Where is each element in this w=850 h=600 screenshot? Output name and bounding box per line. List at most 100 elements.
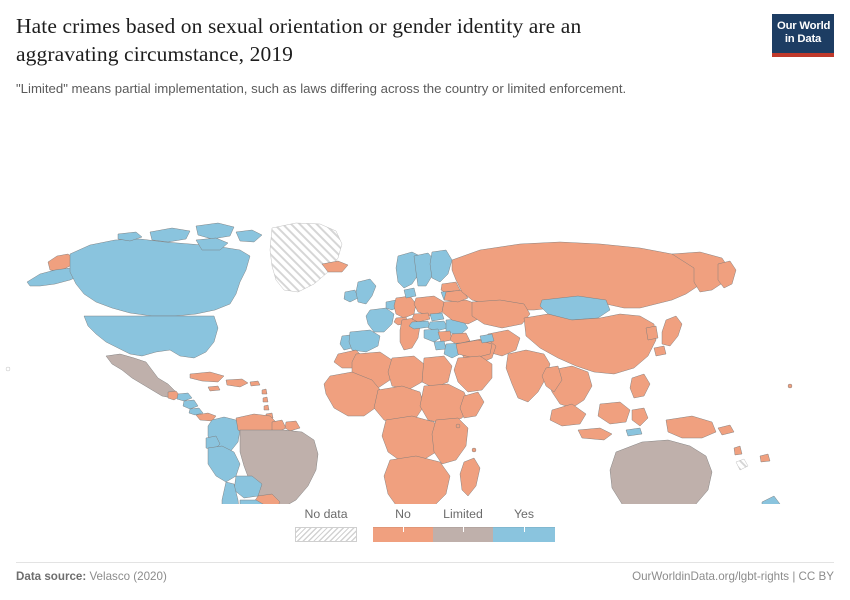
country-hungary[interactable] <box>427 320 449 332</box>
country-myanmar[interactable] <box>541 365 563 393</box>
country-portugal[interactable] <box>339 334 353 351</box>
country-nicaragua[interactable] <box>182 399 199 410</box>
country-canada-arctic-1[interactable] <box>149 227 191 243</box>
legend-tick-no <box>403 527 404 532</box>
country-iceland[interactable] <box>321 260 349 273</box>
country-papua-new-guinea[interactable] <box>665 415 717 439</box>
country-serbia[interactable] <box>437 330 453 343</box>
chart-subtitle: "Limited" means partial implementation, … <box>16 80 627 96</box>
country-west-africa[interactable] <box>323 371 383 417</box>
country-sumatra[interactable] <box>549 403 587 427</box>
country-sudan-horn[interactable] <box>419 383 471 425</box>
legend-tick-limited <box>463 527 464 532</box>
country-argentina[interactable] <box>236 499 274 504</box>
country-austria[interactable] <box>408 320 431 330</box>
country-sulawesi[interactable] <box>631 407 649 427</box>
country-hispaniola[interactable] <box>225 378 249 388</box>
footer-source-label: Data source: <box>16 570 87 583</box>
country-australia[interactable] <box>609 439 713 504</box>
footer-source: Data source: Velasco (2020) <box>16 570 167 583</box>
country-denmark[interactable] <box>403 287 417 299</box>
country-slovakia[interactable] <box>429 312 445 322</box>
country-united-kingdom[interactable] <box>355 278 377 305</box>
country-georgia[interactable] <box>479 333 495 344</box>
country-albania[interactable] <box>433 340 447 351</box>
header-text-block: Hate crimes based on sexual orientation … <box>16 12 716 98</box>
country-canada-arctic-2[interactable] <box>195 222 235 240</box>
owid-logo[interactable]: Our World in Data <box>772 14 834 57</box>
country-kamchatka[interactable] <box>717 260 737 289</box>
country-libya[interactable] <box>387 355 425 391</box>
country-czechia[interactable] <box>411 312 431 323</box>
country-canada[interactable] <box>69 238 251 317</box>
world-map-svg[interactable] <box>0 104 850 504</box>
country-chile[interactable] <box>221 481 240 504</box>
footer-source-value: Velasco (2020) <box>89 570 167 583</box>
country-russia-far-east[interactable] <box>671 251 731 293</box>
country-honduras[interactable] <box>176 392 193 402</box>
country-fiji[interactable] <box>759 453 771 463</box>
owid-logo-line-2: in Data <box>784 33 822 46</box>
country-canada-arctic-3[interactable] <box>195 237 229 251</box>
country-korea[interactable] <box>645 325 659 341</box>
country-croatia-bosnia[interactable] <box>423 328 443 343</box>
country-java[interactable] <box>577 427 613 441</box>
country-costa-rica[interactable] <box>188 407 204 416</box>
world-map[interactable] <box>0 104 850 504</box>
map-legend-inner: No data No Limited Yes <box>295 508 555 554</box>
country-panama[interactable] <box>195 412 217 422</box>
legend-label-yes: Yes <box>513 507 535 521</box>
chart-header: Hate crimes based on sexual orientation … <box>16 12 834 98</box>
country-saudi-arabia[interactable] <box>453 355 493 393</box>
country-kazakhstan[interactable] <box>471 299 531 329</box>
country-spain[interactable] <box>348 329 381 353</box>
island-marker-1[interactable] <box>5 366 11 372</box>
island-marker-5[interactable] <box>787 383 793 389</box>
owid-logo-line-1: Our World <box>777 20 831 32</box>
country-suriname[interactable] <box>284 420 301 432</box>
country-solomon-islands[interactable] <box>717 424 735 436</box>
country-peru[interactable] <box>207 445 241 483</box>
legend-tick-yes <box>524 527 525 532</box>
country-ireland[interactable] <box>343 289 359 303</box>
country-puerto-rico[interactable] <box>249 380 261 387</box>
country-canada-arctic-5[interactable] <box>117 231 143 242</box>
country-borneo[interactable] <box>597 401 631 425</box>
country-greenland[interactable] <box>269 222 343 293</box>
country-japan-south[interactable] <box>653 345 667 357</box>
country-finland[interactable] <box>429 249 453 283</box>
island-marker-3[interactable] <box>455 423 461 429</box>
legend-label-no: No <box>395 507 411 521</box>
country-cuba[interactable] <box>189 371 225 383</box>
country-belarus[interactable] <box>443 289 469 303</box>
country-new-caledonia[interactable] <box>735 458 749 471</box>
country-somalia[interactable] <box>459 391 485 419</box>
island-marker-2[interactable] <box>471 447 477 453</box>
country-new-zealand-north[interactable] <box>761 495 781 504</box>
country-lesser-antilles-2[interactable] <box>262 396 269 403</box>
country-japan[interactable] <box>661 315 683 347</box>
footer-attribution-link[interactable]: OurWorldinData.org/lgbt-rights | CC BY <box>632 570 834 583</box>
country-philippines[interactable] <box>629 373 651 399</box>
country-central-africa[interactable] <box>381 415 443 463</box>
country-france[interactable] <box>365 307 395 333</box>
country-southern-africa[interactable] <box>383 455 451 504</box>
country-mexico[interactable] <box>105 353 177 399</box>
legend-swatch-no-data[interactable] <box>295 527 357 542</box>
country-lesser-antilles-1[interactable] <box>261 388 268 395</box>
country-timor[interactable] <box>625 427 643 437</box>
country-east-africa[interactable] <box>431 417 469 465</box>
country-united-states[interactable] <box>83 315 219 359</box>
country-canada-arctic-4[interactable] <box>235 229 263 243</box>
country-turkey[interactable] <box>455 339 493 359</box>
country-jamaica[interactable] <box>207 385 221 392</box>
country-madagascar[interactable] <box>459 457 481 497</box>
country-germany[interactable] <box>393 295 417 319</box>
country-vanuatu[interactable] <box>733 445 743 456</box>
country-china[interactable] <box>523 313 657 375</box>
country-india[interactable] <box>505 349 551 403</box>
country-lesser-antilles-3[interactable] <box>263 404 270 411</box>
country-egypt[interactable] <box>421 355 453 389</box>
legend-label-limited: Limited <box>443 507 483 521</box>
